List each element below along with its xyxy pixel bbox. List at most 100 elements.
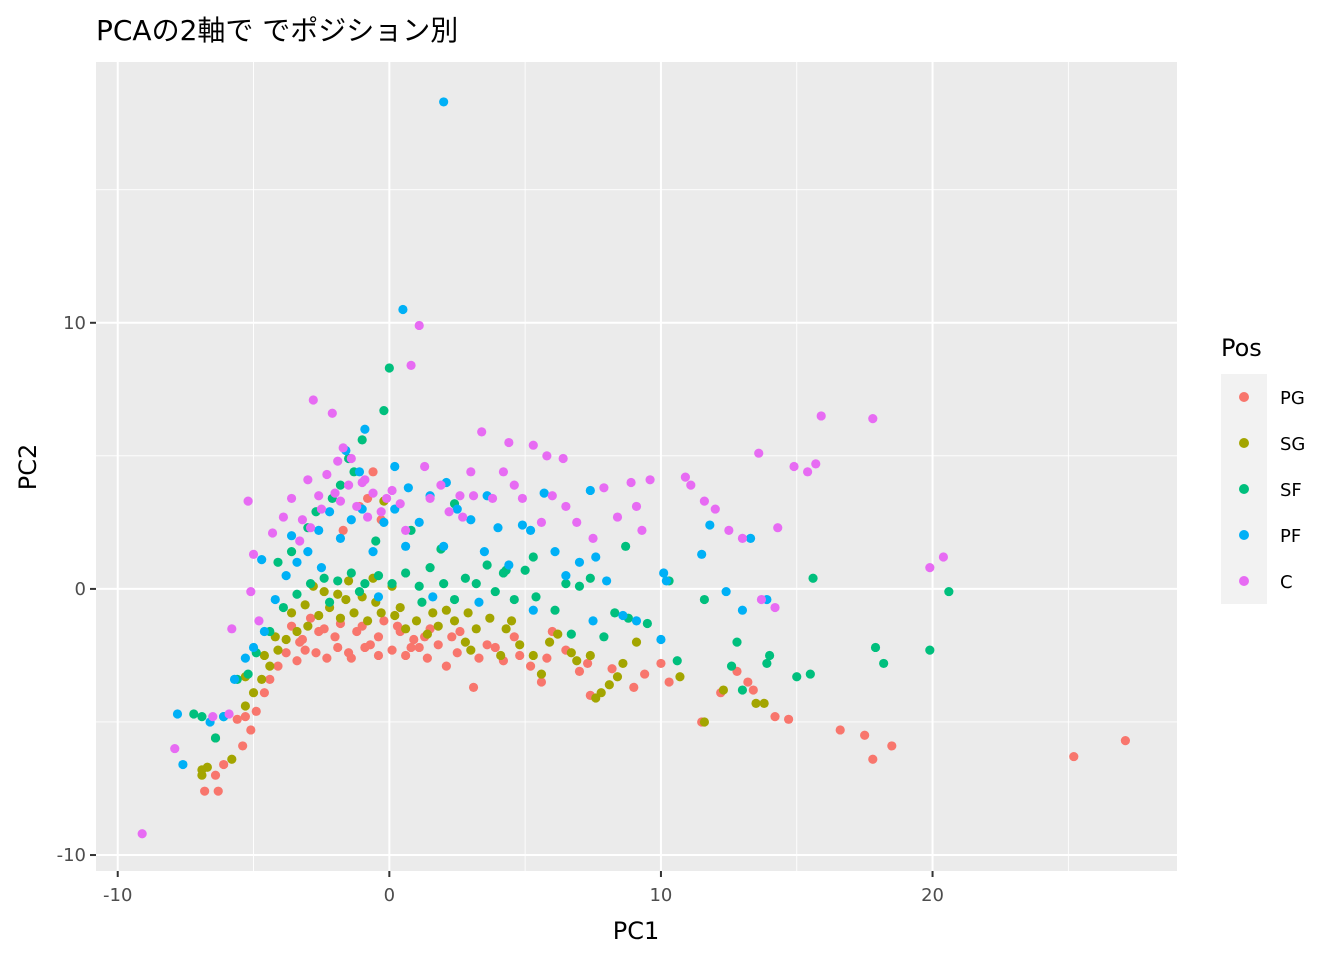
data-point-pg [490,642,500,653]
data-point-pf [398,304,408,315]
data-point-c [314,491,324,501]
data-point-pg [468,682,479,692]
plot-panel [96,62,1177,871]
data-point-c [536,517,547,527]
data-point-pg [373,632,384,642]
data-point-sf [870,642,881,653]
data-point-pf [379,517,389,527]
data-point-c [699,496,710,506]
data-point-pg [441,661,451,671]
data-point-sf [764,650,775,661]
data-points [137,97,1130,839]
data-point-sg [257,674,267,684]
data-point-pf [281,571,291,581]
data-point-sf [610,608,620,618]
data-point-pf [661,576,671,586]
data-point-pg [414,642,424,653]
data-point-sg [463,608,473,618]
data-point-c [504,437,514,448]
legend-label-c: C [1280,572,1293,593]
data-point-sf [471,578,481,589]
data-point-pg [210,770,221,780]
x-tick-label: 10 [649,885,672,906]
data-point-pg [238,741,248,751]
data-point-pf [539,488,549,498]
data-point-sf [333,576,343,586]
data-point-sg [376,608,386,618]
data-point-c [352,501,362,512]
data-point-sf [509,594,519,605]
data-point-pf [248,642,259,653]
data-point-c [316,504,327,514]
data-point-sg [485,613,495,623]
data-point-sf [805,669,815,679]
data-point-pf [550,547,560,557]
data-point-sf [335,480,346,490]
data-point-pg [515,650,525,661]
data-point-c [401,525,411,535]
data-point-sf [737,685,748,695]
data-point-pg [583,658,593,669]
data-point-pg [311,648,321,658]
data-point-sf [490,586,500,597]
data-point-c [645,475,655,485]
data-point-sf [387,578,397,589]
data-point-sg [585,650,595,661]
data-point-sg [501,624,511,634]
data-point-pg [365,640,375,650]
legend-key-sf [1239,484,1249,494]
data-point-pf [591,552,601,562]
data-point-pf [257,555,267,565]
data-point-pf [373,592,384,602]
data-point-pg [379,616,389,626]
data-point-sg [422,629,432,639]
data-point-c [224,709,234,719]
data-point-pg [743,677,753,687]
data-point-pg [433,640,443,650]
y-axis-title: PC2 [14,444,42,491]
data-point-c [686,480,696,490]
data-point-c [246,586,256,597]
data-point-c [558,453,568,464]
data-point-sg [544,637,555,647]
data-point-sg [363,616,373,626]
data-point-sg [411,616,422,626]
data-point-c [637,525,647,535]
data-point-sf [449,594,460,605]
data-point-c [387,485,397,496]
data-point-sg [259,650,269,661]
data-point-c [343,480,354,490]
data-point-pf [390,461,400,472]
data-point-c [420,461,430,472]
data-point-sf [566,629,576,639]
data-point-c [425,493,435,504]
data-point-pg [1120,736,1130,746]
data-point-sg [265,661,275,671]
data-point-c [737,533,748,543]
legend: Pos PG SG SF PF C [1221,334,1305,604]
data-point-sg [349,608,359,618]
data-point-sg [460,637,470,647]
x-tick-label: -10 [103,885,132,906]
data-point-sf [726,661,737,671]
data-point-c [680,472,690,482]
data-point-sg [566,648,576,658]
data-point-sf [373,571,384,581]
data-point-sg [227,754,237,764]
data-point-sf [425,563,435,573]
data-point-c [414,320,424,331]
data-point-c [509,480,519,490]
data-point-sg [572,656,582,666]
data-point-pg [455,626,465,637]
data-point-pf [240,653,250,663]
data-point-pf [259,626,269,637]
data-point-sg [273,645,283,655]
data-point-pf [292,557,302,567]
data-point-sg [553,629,563,639]
data-point-sg [536,669,547,679]
data-point-sf [292,589,302,599]
legend-items: PG SG SF PF C [1239,388,1305,593]
data-point-c [363,512,373,522]
data-point-pf [479,547,489,557]
data-point-sf [944,586,954,597]
